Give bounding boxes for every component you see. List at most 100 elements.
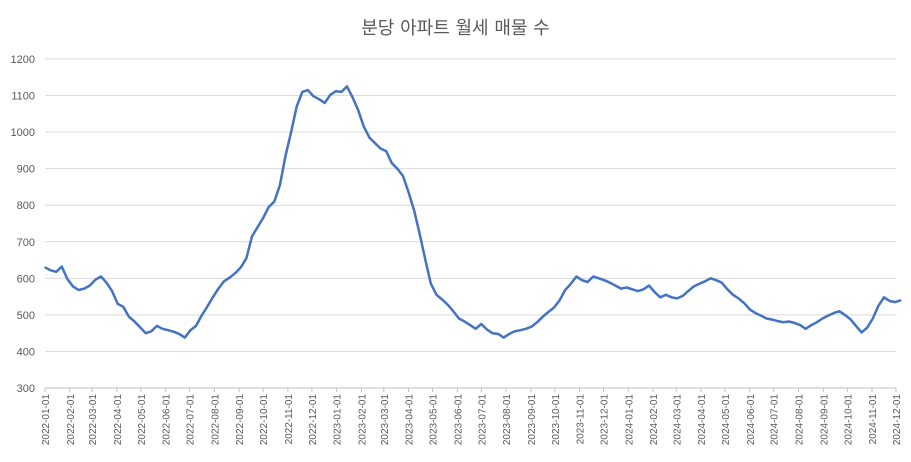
data-point [748, 308, 751, 311]
data-point [435, 293, 438, 296]
data-point [586, 281, 589, 283]
x-tick-label: 2022-02-01 [66, 394, 77, 446]
x-tick-label: 2024-06-01 [746, 394, 757, 446]
x-tick-label: 2023-03-01 [380, 394, 391, 446]
data-point [754, 312, 757, 314]
data-point [256, 226, 259, 228]
data-point [72, 285, 74, 288]
data-point [441, 298, 443, 301]
data-point [66, 278, 69, 280]
data-point [217, 287, 220, 290]
data-point [340, 91, 343, 93]
x-tick-label: 2024-09-01 [819, 394, 830, 446]
chart-title: 분당 아파트 월세 매물 수 [361, 18, 550, 39]
x-tick-label: 2022-11-01 [284, 394, 295, 445]
x-tick-label: 2024-03-01 [672, 394, 683, 446]
data-point [335, 90, 337, 92]
data-point [458, 317, 460, 320]
data-point [133, 320, 136, 323]
data-point [312, 95, 315, 98]
data-point [262, 217, 264, 219]
data-point [581, 279, 583, 281]
data-point [793, 322, 796, 324]
x-tick-label: 2023-11-01 [576, 394, 587, 445]
data-point [351, 96, 354, 99]
data-point [212, 296, 214, 299]
data-point [877, 304, 880, 307]
data-point [105, 281, 108, 284]
x-tick-label: 2024-04-01 [697, 394, 708, 446]
data-point [776, 320, 779, 322]
data-point [883, 296, 885, 299]
data-point [743, 302, 745, 304]
data-point [709, 277, 712, 280]
data-point [894, 301, 897, 303]
data-point [184, 336, 186, 339]
data-point [542, 315, 544, 318]
data-point [899, 299, 902, 302]
data-point [301, 91, 304, 93]
gridlines [45, 58, 896, 389]
data-point [385, 150, 387, 152]
data-point [424, 259, 427, 261]
data-point [307, 89, 309, 91]
data-point [888, 300, 891, 302]
data-point [592, 275, 594, 278]
data-point [659, 296, 662, 299]
data-point [553, 306, 555, 309]
data-point [872, 317, 874, 320]
data-point [407, 191, 410, 194]
data-point [88, 284, 91, 287]
data-point [452, 310, 455, 313]
x-tick-label: 2022-09-01 [235, 394, 246, 446]
data-point [379, 147, 382, 150]
data-point [575, 275, 578, 278]
data-point [519, 329, 522, 332]
data-point [390, 162, 393, 164]
x-tick-label: 2022-12-01 [308, 394, 319, 446]
data-point [363, 125, 365, 128]
data-point [810, 324, 813, 326]
data-point [491, 332, 494, 334]
x-tick-label: 2024-05-01 [721, 394, 732, 446]
data-point [530, 325, 533, 328]
data-point [721, 281, 723, 284]
data-point [642, 288, 645, 291]
data-point [558, 299, 561, 302]
data-point [172, 330, 175, 333]
x-tick-label: 2022-10-01 [259, 394, 270, 446]
data-point [290, 131, 292, 133]
y-tick-label: 800 [17, 200, 35, 212]
x-tick-label: 2022-05-01 [137, 394, 148, 446]
y-tick-label: 400 [17, 346, 35, 358]
data-point [323, 102, 326, 104]
y-axis-ticks: 300 400 500 600 700 800 900 1000 1100 1200 [11, 54, 35, 395]
data-point [866, 326, 869, 329]
data-point [295, 105, 298, 108]
data-point [200, 314, 203, 317]
data-point [346, 85, 348, 88]
y-tick-label: 1200 [11, 54, 35, 66]
data-point [760, 314, 762, 317]
data-point [782, 321, 785, 324]
x-tick-label: 2023-02-01 [357, 394, 368, 446]
data-point [402, 175, 404, 177]
data-point [195, 325, 197, 327]
x-tick-label: 2023-04-01 [405, 394, 416, 446]
data-point [497, 333, 499, 335]
x-tick-label: 2023-12-01 [600, 394, 611, 446]
data-point [228, 276, 231, 279]
data-point [474, 327, 477, 330]
x-tick-label: 2024-02-01 [649, 394, 660, 446]
data-point [631, 288, 634, 291]
data-point [514, 330, 516, 333]
data-point [273, 200, 276, 203]
data-point [816, 321, 818, 324]
data-point [94, 278, 97, 281]
x-tick-label: 2022-03-01 [88, 394, 99, 446]
data-point [681, 295, 684, 297]
data-point [49, 269, 52, 272]
data-point [144, 332, 147, 334]
data-point [374, 142, 376, 144]
